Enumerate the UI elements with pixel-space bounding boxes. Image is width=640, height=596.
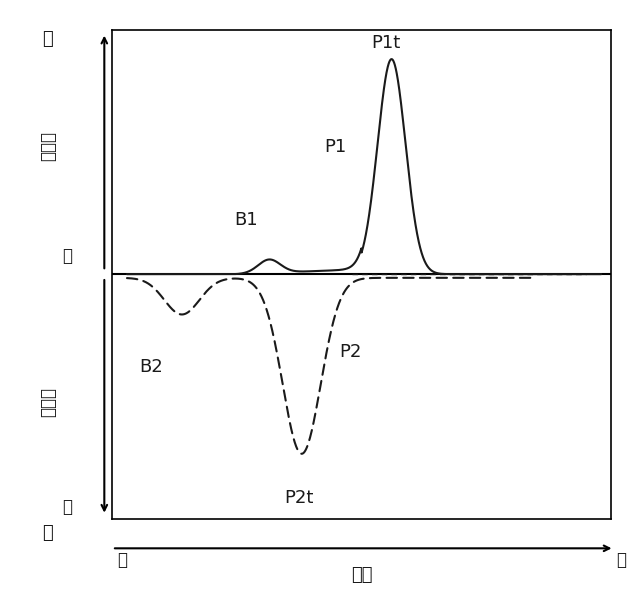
- Text: B1: B1: [234, 212, 258, 229]
- Text: 低: 低: [62, 247, 72, 265]
- Text: 吸熱量: 吸熱量: [39, 387, 57, 417]
- Text: 発炱量: 発炱量: [39, 131, 57, 161]
- Text: P1: P1: [324, 138, 346, 156]
- Text: 低: 低: [117, 551, 127, 569]
- Text: P2: P2: [339, 343, 362, 361]
- Text: 温度: 温度: [351, 566, 372, 584]
- Text: P2t: P2t: [284, 489, 314, 507]
- Text: P1t: P1t: [372, 34, 401, 52]
- Text: 極: 極: [43, 30, 53, 48]
- Text: 高: 高: [616, 551, 627, 569]
- Text: 低: 低: [62, 498, 72, 516]
- Text: 極: 極: [43, 524, 53, 542]
- Text: B2: B2: [140, 358, 163, 376]
